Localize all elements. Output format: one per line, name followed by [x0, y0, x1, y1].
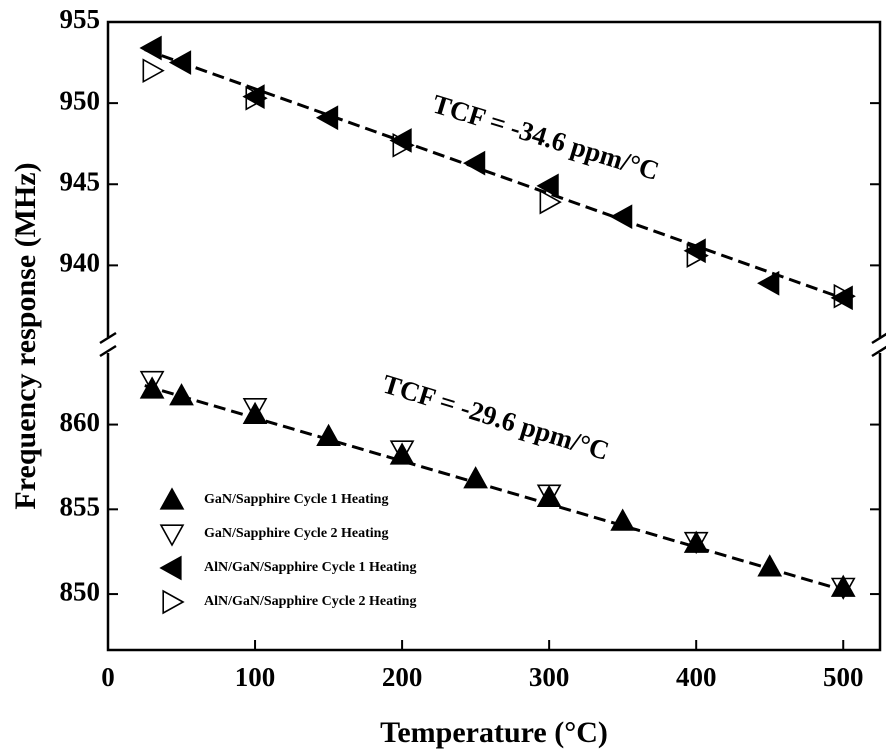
data-point — [168, 50, 192, 75]
data-point — [242, 398, 268, 421]
x-tick-label: 0 — [101, 662, 115, 692]
legend-marker — [162, 589, 185, 615]
y-tick-label: 850 — [60, 576, 101, 606]
data-point — [536, 173, 559, 199]
data-point — [316, 423, 341, 447]
x-tick-label: 500 — [823, 662, 864, 692]
annotation: TCF = -34.6 ppm/°C — [429, 89, 663, 186]
y-tick-label: 955 — [60, 4, 101, 34]
x-tick-label: 100 — [235, 662, 276, 692]
data-point — [833, 283, 856, 309]
y-tick-label: 940 — [60, 248, 101, 278]
fit-line — [144, 48, 852, 303]
data-point — [686, 243, 709, 268]
legend-marker — [159, 555, 182, 581]
annotation: TCF = -29.6 ppm/°C — [379, 369, 613, 466]
data-point — [315, 105, 339, 131]
x-axis-title: Temperature (°C) — [380, 716, 608, 749]
data-point — [463, 466, 488, 489]
x-tick-label: 300 — [529, 662, 570, 692]
legend-label: GaN/Sapphire Cycle 1 Heating — [204, 492, 388, 507]
data-point — [536, 484, 562, 507]
data-point — [683, 531, 709, 555]
data-point — [389, 442, 415, 465]
legend-label: AlN/GaN/Sapphire Cycle 1 Heating — [204, 560, 416, 575]
data-point — [392, 132, 415, 158]
data-point — [169, 383, 194, 406]
legend-label: GaN/Sapphire Cycle 2 Heating — [204, 526, 388, 541]
data-point — [539, 189, 562, 215]
fit-line — [144, 384, 852, 594]
data-point — [242, 401, 268, 425]
data-point — [830, 574, 856, 597]
data-point — [245, 85, 268, 111]
x-tick-label: 400 — [676, 662, 717, 692]
data-point — [830, 577, 856, 600]
data-point — [683, 238, 706, 264]
axis-break-gap — [100, 337, 886, 353]
data-point — [139, 370, 165, 394]
legend-label: AlN/GaN/Sapphire Cycle 2 Heating — [204, 594, 416, 609]
data-point — [139, 376, 165, 399]
y-tick-label: 855 — [60, 492, 101, 522]
data-point — [389, 440, 415, 463]
data-point — [142, 58, 165, 84]
y-tick-label: 945 — [60, 166, 101, 196]
axis-break — [99, 331, 886, 358]
data-point — [139, 35, 162, 61]
legend-marker — [159, 524, 185, 547]
data-point — [462, 150, 486, 176]
data-point — [757, 270, 780, 296]
data-point — [757, 554, 783, 577]
data-point — [610, 508, 636, 531]
plot-frame — [106, 20, 882, 652]
y-tick-label: 860 — [60, 407, 101, 437]
y-tick-label: 950 — [60, 85, 101, 115]
legend-marker — [159, 487, 185, 510]
data-point — [610, 204, 633, 230]
x-tick-label: 200 — [382, 662, 423, 692]
data-point — [389, 128, 412, 153]
y-axis-title: Frequency response (MHz) — [9, 162, 42, 509]
